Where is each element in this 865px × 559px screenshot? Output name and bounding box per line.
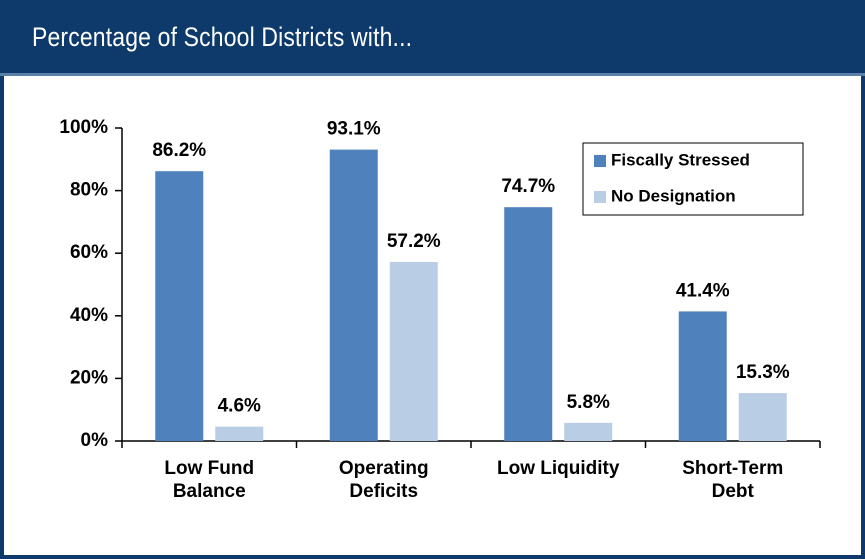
data-label: 86.2% bbox=[152, 140, 206, 161]
header: Percentage of School Districts with... bbox=[0, 0, 865, 76]
legend-swatch bbox=[594, 191, 606, 203]
data-label: 57.2% bbox=[387, 231, 441, 252]
bar bbox=[504, 207, 553, 441]
chart-title: Percentage of School Districts with... bbox=[32, 22, 413, 52]
bar bbox=[329, 149, 378, 442]
bar bbox=[564, 422, 613, 441]
data-label: 5.8% bbox=[567, 392, 610, 413]
y-tick-label: 20% bbox=[70, 367, 108, 388]
data-label: 4.6% bbox=[218, 396, 261, 417]
data-label: 74.7% bbox=[501, 176, 555, 197]
data-label: 15.3% bbox=[736, 362, 790, 383]
x-tick-label: Low Fund Balance bbox=[164, 458, 255, 502]
x-tick-label: Short-Term Debt bbox=[682, 458, 784, 502]
y-tick-label: 80% bbox=[70, 180, 108, 201]
y-tick-label: 100% bbox=[59, 117, 108, 138]
bar bbox=[738, 393, 787, 441]
bar bbox=[678, 311, 727, 441]
data-label: 93.1% bbox=[327, 119, 381, 140]
legend-swatch bbox=[594, 155, 606, 167]
x-tick-label: Low Liquidity bbox=[497, 458, 620, 479]
bar bbox=[389, 261, 438, 441]
legend-label: No Designation bbox=[611, 186, 736, 205]
y-tick-label: 40% bbox=[70, 305, 108, 326]
data-label: 41.4% bbox=[676, 280, 730, 301]
legend-label: Fiscally Stressed bbox=[611, 150, 750, 169]
bar bbox=[155, 171, 204, 441]
bar bbox=[215, 426, 264, 441]
y-tick-label: 0% bbox=[81, 430, 109, 451]
legend-box bbox=[582, 142, 804, 216]
x-tick-label: Operating Deficits bbox=[338, 458, 429, 502]
y-tick-label: 60% bbox=[70, 242, 108, 263]
